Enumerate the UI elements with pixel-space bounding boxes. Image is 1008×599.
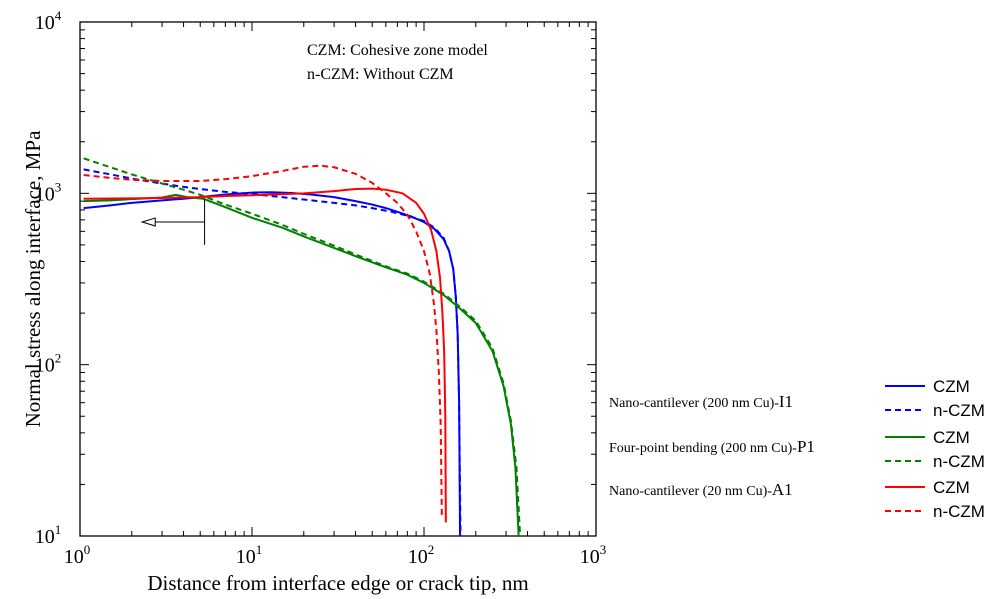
legend-label: n-CZM [933,502,985,521]
legend-label: CZM [933,478,970,497]
y-axis-label: Normal stress along interface, MPa [21,130,45,428]
x-tick-label: 103 [580,542,607,568]
series-layer [83,157,522,536]
legend-group-label: Nano-cantilever (20 nm Cu)-A1 [609,480,793,499]
arrow-head [140,217,156,227]
x-tick-label: 102 [408,542,435,568]
axis-ticks [79,22,596,537]
series-line-p1-czm [83,193,520,536]
x-axis-label: Distance from interface edge or crack ti… [147,571,528,595]
series-line-i1-n-czm [83,168,462,536]
x-tick-label: 101 [236,542,263,568]
legend-label: CZM [933,377,970,396]
x-tick-label: 100 [64,542,91,568]
annotation-n-czm: n-CZM: Without CZM [307,66,454,83]
series-line-p1-n-czm [83,157,522,536]
legend-label: CZM [933,428,970,447]
annotation-arrow [140,198,206,245]
series-line-a1-czm [83,187,447,523]
legend-label: n-CZM [933,401,985,420]
plot-frame [79,21,597,537]
legend-label: n-CZM [933,452,985,471]
legend: Nano-cantilever (200 nm Cu)-I1 Four-point… [609,377,985,521]
y-tick-label: 104 [35,8,62,34]
series-line-a1-n-czm [83,164,443,517]
x-tick-labels: 100 101 102 103 [64,542,607,568]
legend-group-label: Four-point bending (200 nm Cu)-P1 [609,437,815,456]
annotation-czm: CZM: Cohesive zone model [307,42,488,59]
y-tick-label: 101 [35,522,62,548]
series-line-i1-czm [83,191,462,536]
legend-group-label: Nano-cantilever (200 nm Cu)-I1 [609,392,793,411]
